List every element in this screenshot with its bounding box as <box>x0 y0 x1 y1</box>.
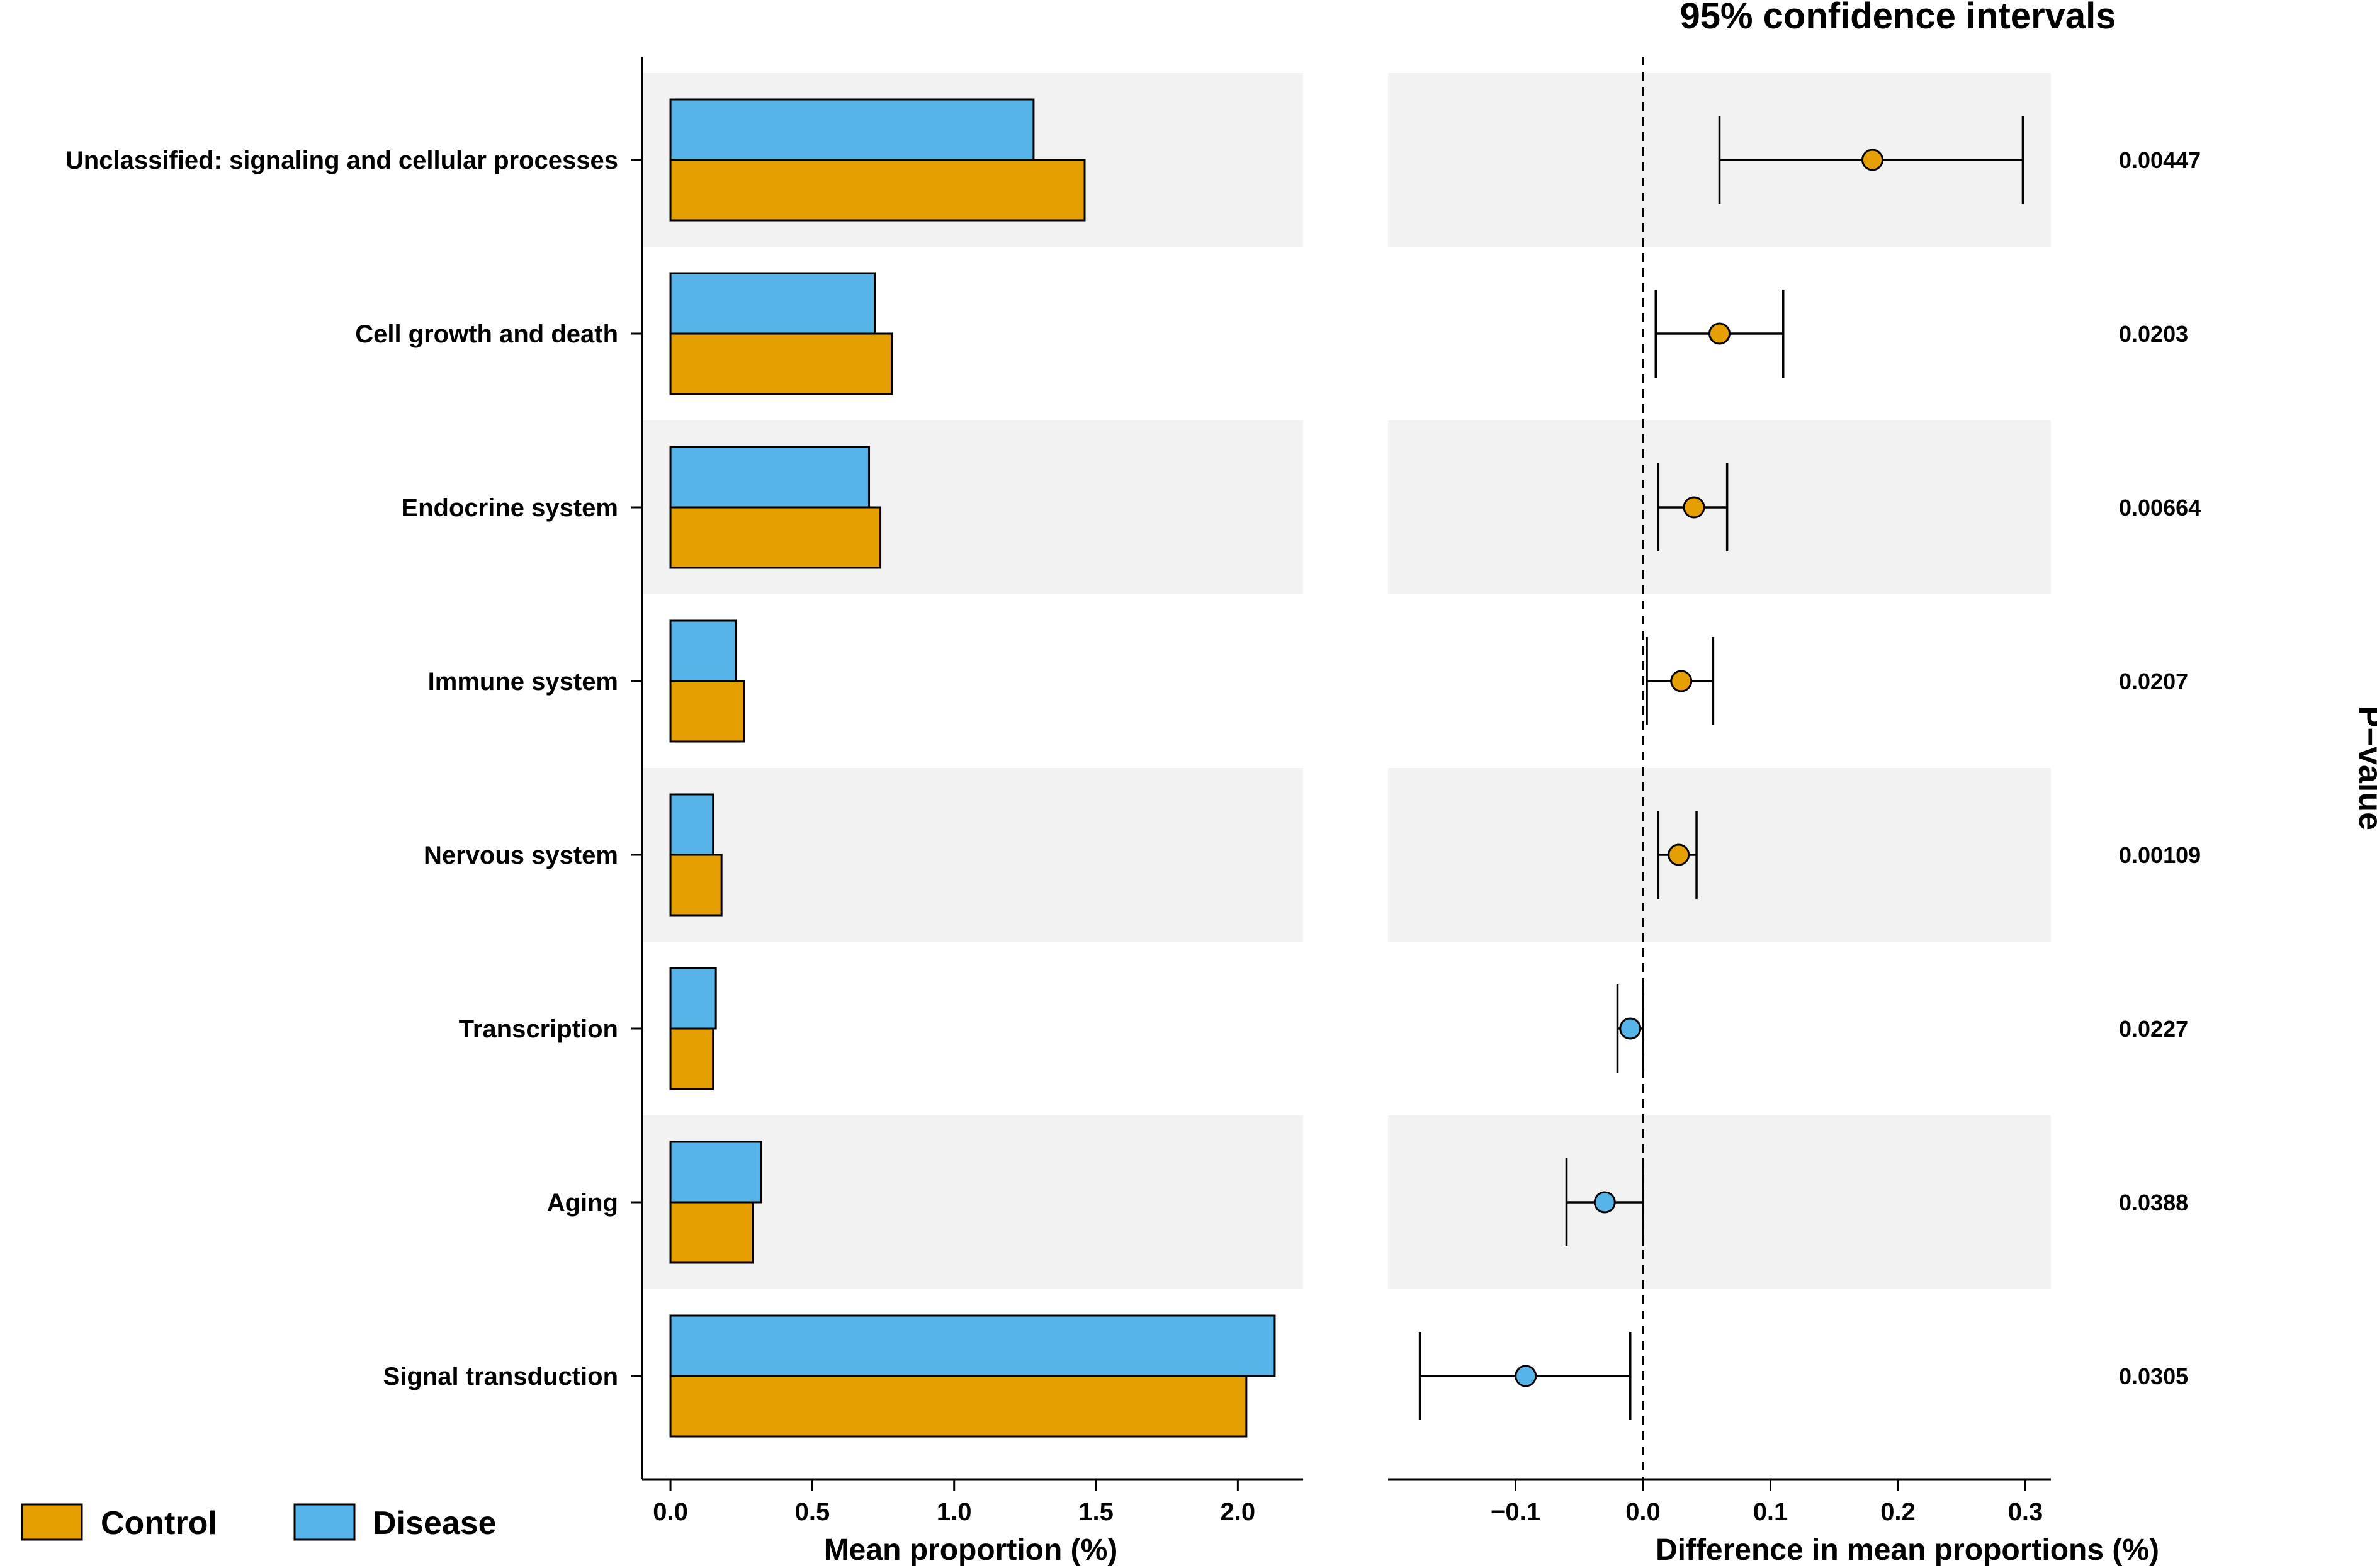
ci-panel-title: 95% confidence intervals <box>1680 0 2116 37</box>
legend: Control Disease <box>21 1503 497 1542</box>
row-shading-ci-aging <box>1388 1115 2051 1289</box>
ci-point-immune-system <box>1670 670 1693 692</box>
bar-disease-endocrine-system <box>669 446 871 509</box>
legend-label-control: Control <box>101 1505 217 1542</box>
ci-x-tick-label-3: 0.2 <box>1880 1498 1916 1526</box>
p-value-endocrine-system: 0.00664 <box>2119 495 2201 521</box>
bar-disease-immune-system <box>669 619 737 682</box>
bar-disease-nervous-system <box>669 793 714 856</box>
p-value-nervous-system: 0.00109 <box>2119 842 2201 868</box>
bar-panel: 0.0 0.5 1.0 1.5 2.0 <box>641 57 1303 1526</box>
bar-x-tick-label-3: 1.5 <box>1078 1498 1114 1526</box>
ci-errorbar-signal-transduction <box>1418 1332 1632 1420</box>
legend-swatch-control <box>21 1503 83 1541</box>
category-label-transcription: Transcription <box>459 1015 618 1043</box>
ci-point-cell-growth-and-death <box>1708 322 1731 345</box>
ci-errorbar-transcription <box>1616 984 1644 1073</box>
legend-label-disease: Disease <box>373 1505 497 1542</box>
bar-control-cell-growth-and-death <box>669 332 893 395</box>
ci-point-aging <box>1593 1191 1616 1214</box>
bar-disease-transcription <box>669 967 717 1030</box>
row-shading-ci-nervous-system <box>1388 768 2051 942</box>
bar-axis-title: Mean proportion (%) <box>824 1533 1118 1567</box>
ci-errorbar-immune-system <box>1646 637 1715 725</box>
row-shading-bar-nervous-system <box>642 768 1303 942</box>
category-label-signal-transduction: Signal transduction <box>383 1363 618 1390</box>
ci-errorbar-nervous-system <box>1657 811 1698 899</box>
category-label-endocrine-system: Endocrine system <box>401 494 618 522</box>
ci-point-endocrine-system <box>1683 496 1705 519</box>
bar-control-endocrine-system <box>669 506 882 569</box>
category-label-immune-system: Immune system <box>428 668 618 696</box>
ci-point-nervous-system <box>1668 843 1690 866</box>
bar-control-unclassified-signaling-and-cellular-processes <box>669 159 1086 222</box>
bar-disease-cell-growth-and-death <box>669 272 876 335</box>
category-label-cell-growth-and-death: Cell growth and death <box>355 320 618 348</box>
category-label-aging: Aging <box>547 1189 618 1217</box>
row-shading-layer <box>642 73 2051 1289</box>
bar-disease-signal-transduction <box>669 1314 1276 1377</box>
ci-errorbar-unclassified-signaling-and-cellular-processes <box>1718 116 2024 204</box>
bar-x-tick-label-1: 0.5 <box>795 1498 830 1526</box>
bar-x-tick-label-2: 1.0 <box>937 1498 972 1526</box>
bar-x-tick-label-0: 0.0 <box>653 1498 688 1526</box>
p-value-signal-transduction: 0.0305 <box>2119 1363 2188 1389</box>
p-value-transcription: 0.0227 <box>2119 1016 2188 1042</box>
p-value-title: P−value <box>2352 706 2377 830</box>
bar-control-aging <box>669 1201 754 1264</box>
bar-control-nervous-system <box>669 854 723 917</box>
ci-axis-title: Difference in mean proportions (%) <box>1656 1533 2159 1567</box>
ci-point-unclassified-signaling-and-cellular-processes <box>1861 149 1883 171</box>
category-label-unclassified-signaling-and-cellular-processes: Unclassified: signaling and cellular pro… <box>65 147 618 174</box>
bar-control-transcription <box>669 1027 714 1090</box>
ci-x-tick-label-2: 0.1 <box>1753 1498 1788 1526</box>
legend-swatch-disease <box>293 1503 356 1541</box>
ci-errorbar-endocrine-system <box>1657 463 1729 551</box>
ci-panel: −0.1 0.0 0.1 0.2 0.3 <box>1388 57 2051 1526</box>
ci-point-signal-transduction <box>1515 1365 1537 1387</box>
ci-x-tick-label-1: 0.0 <box>1625 1498 1661 1526</box>
p-value-unclassified-signaling-and-cellular-processes: 0.00447 <box>2119 147 2201 173</box>
p-value-cell-growth-and-death: 0.0203 <box>2119 321 2188 347</box>
bar-control-immune-system <box>669 680 745 743</box>
bar-control-signal-transduction <box>669 1375 1248 1438</box>
category-label-nervous-system: Nervous system <box>424 842 618 869</box>
ci-errorbar-cell-growth-and-death <box>1654 290 1785 378</box>
p-value-aging: 0.0388 <box>2119 1190 2188 1215</box>
ci-x-tick-label-4: 0.3 <box>2008 1498 2043 1526</box>
ci-errorbar-aging <box>1565 1158 1644 1246</box>
bar-disease-aging <box>669 1141 762 1204</box>
p-value-immune-system: 0.0207 <box>2119 668 2188 694</box>
category-labels: Unclassified: signaling and cellular pro… <box>65 147 642 1390</box>
ci-x-tick-label-0: −0.1 <box>1491 1498 1540 1526</box>
bar-disease-unclassified-signaling-and-cellular-processes <box>669 98 1035 161</box>
p-value-column: 0.00447 0.0203 0.00664 0.0207 0.00109 0.0227 0… <box>2119 147 2201 1389</box>
ci-point-transcription <box>1619 1017 1642 1040</box>
bar-x-tick-label-4: 2.0 <box>1221 1498 1256 1526</box>
